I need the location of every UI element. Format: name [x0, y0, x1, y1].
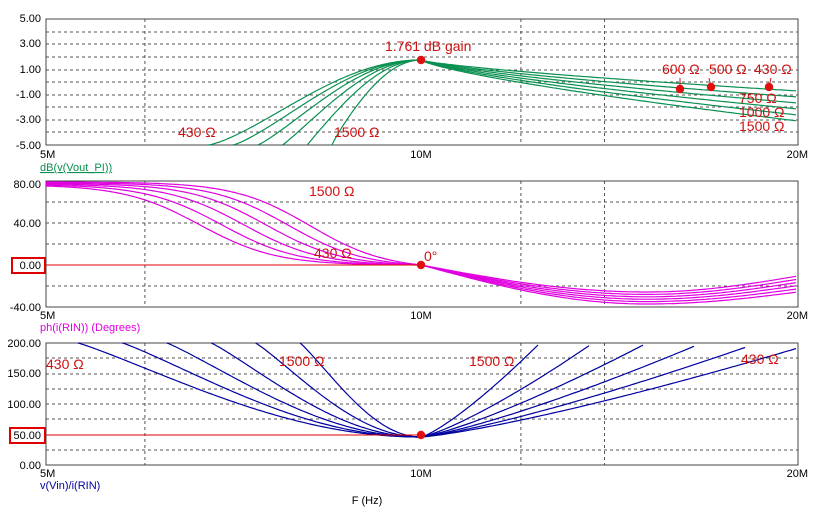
gain-label-500: 500 Ω: [709, 61, 747, 77]
phase-ytick-highlighted: 0.00: [20, 260, 41, 272]
phase-frame: [45, 180, 799, 308]
impedance-frame: [45, 342, 799, 466]
impedance-series-line: [77, 342, 797, 438]
impedance-grid: [46, 343, 798, 465]
gain-series-line: [282, 59, 797, 146]
gain-frame: [45, 18, 799, 146]
impedance-ylabel: v(Vin)/i(RIN): [40, 480, 100, 492]
gain-ytick: 5.00: [20, 13, 41, 25]
gain-ytick: -1.00: [16, 89, 41, 101]
phase-zero-highlight: [11, 257, 46, 274]
phase-xtick: 20M: [787, 310, 808, 322]
gain-series-line: [232, 59, 797, 146]
gain-leader-430: [768, 77, 772, 88]
gain-peak-marker: [416, 55, 426, 65]
phase-series-line: [45, 185, 797, 293]
phase-series-line: [46, 184, 797, 295]
gain-ylabel: dB(v(Vout_PI)): [40, 162, 112, 174]
impedance-xtick: 20M: [787, 468, 808, 480]
phase-series-line: [46, 182, 797, 303]
gain-label-430-right: 430 Ω: [754, 61, 792, 77]
gain-peak-label: 1.761 dB gain: [385, 38, 471, 54]
impedance-series-line: [255, 342, 590, 438]
gain-ytick: 1.00: [20, 64, 41, 76]
gain-label-1000: 1000 Ω: [739, 104, 785, 120]
phase-label-430: 430 Ω: [314, 245, 352, 261]
gain-label-1500-right: 1500 Ω: [739, 118, 785, 134]
impedance-xtick: 5M: [40, 468, 55, 480]
impedance-label-430-right: 430 Ω: [741, 351, 779, 367]
phase-label-zero-degrees: 0°: [424, 248, 437, 264]
gain-xtick: 10M: [410, 149, 431, 161]
gain-series-line: [257, 59, 797, 146]
phase-ylabel: ph(i(RIN)) (Degrees): [40, 322, 140, 334]
impedance-min-marker: [416, 430, 426, 440]
impedance-ytick: 0.00: [20, 460, 41, 472]
gain-xtick: 20M: [787, 149, 808, 161]
phase-ytick: 40.00: [13, 218, 41, 230]
impedance-ytick: 100.00: [7, 399, 41, 411]
impedance-xtick: 10M: [410, 468, 431, 480]
phase-ytick: 80.00: [13, 179, 41, 191]
gain-series-line: [306, 59, 797, 146]
gain-label-750: 750 Ω: [739, 90, 777, 106]
gain-series-line: [331, 59, 797, 146]
phase-label-1500: 1500 Ω: [309, 183, 355, 199]
phase-curves: [45, 181, 797, 305]
gain-xtick: 5M: [40, 149, 55, 161]
impedance-label-1500-left: 1500 Ω: [279, 353, 325, 369]
phase-grid: [46, 181, 798, 307]
panel-gain: 5.00 3.00 1.00 -1.00 -3.00 -5.00 5M 10M …: [16, 13, 808, 174]
phase-series-line: [46, 183, 797, 300]
panel-impedance: 200.00 150.00 100.00 50.00 0.00 5M 10M 2…: [7, 338, 808, 492]
gain-label-430-left: 430 Ω: [178, 124, 216, 140]
impedance-series-line: [210, 342, 644, 438]
impedance-ytick: 150.00: [7, 368, 41, 380]
impedance-ytick: 200.00: [7, 338, 41, 350]
impedance-label-430-left: 430 Ω: [46, 356, 84, 372]
panel-phase: 80.00 40.00 0.00 -40.00 5M 10M 20M ph(i(…: [10, 179, 808, 334]
gain-curves: [207, 59, 797, 146]
x-axis-label: F (Hz): [352, 495, 383, 507]
impedance-label-1500-right: 1500 Ω: [469, 353, 515, 369]
impedance-curves: [77, 342, 797, 438]
phase-series-line: [46, 181, 797, 305]
gain-leader-500: [708, 77, 712, 88]
gain-ytick: -3.00: [16, 114, 41, 126]
gain-grid: [46, 19, 798, 145]
impedance-50-highlight: [9, 427, 46, 444]
phase-ytick: -40.00: [10, 302, 41, 314]
gain-label-600: 600 Ω: [662, 61, 700, 77]
impedance-ytick-highlighted: 50.00: [13, 430, 41, 442]
phase-xtick: 10M: [410, 310, 431, 322]
impedance-series-line: [299, 342, 539, 438]
impedance-series-line: [122, 342, 746, 438]
phase-xtick: 5M: [40, 310, 55, 322]
gain-label-1500-left: 1500 Ω: [334, 124, 380, 140]
gain-ytick: -5.00: [16, 140, 41, 152]
phase-series-line: [46, 183, 797, 298]
gain-ytick: 3.00: [20, 38, 41, 50]
phase-crossing-marker: [416, 260, 426, 270]
